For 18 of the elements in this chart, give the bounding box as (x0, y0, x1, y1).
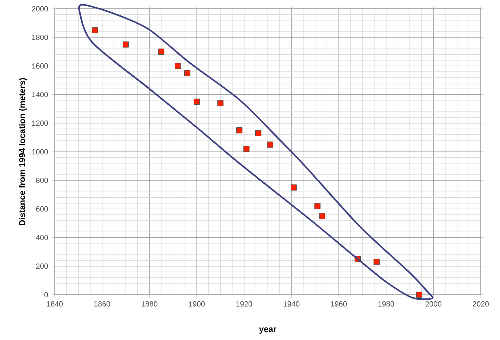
point (122, 42, 130, 48)
point (218, 100, 224, 106)
point (416, 292, 423, 298)
point (290, 184, 298, 191)
point (255, 130, 262, 136)
point (236, 128, 243, 134)
point (92, 27, 98, 34)
point (194, 98, 200, 105)
point (244, 146, 250, 152)
y-axis-title: Distance from 1994 location (meters) (19, 78, 28, 226)
point (175, 63, 182, 70)
point (314, 203, 321, 210)
point (319, 213, 326, 220)
point (374, 259, 380, 266)
point (267, 142, 274, 148)
point (158, 48, 165, 55)
point (184, 70, 191, 76)
x-axis-title: year (259, 328, 277, 334)
